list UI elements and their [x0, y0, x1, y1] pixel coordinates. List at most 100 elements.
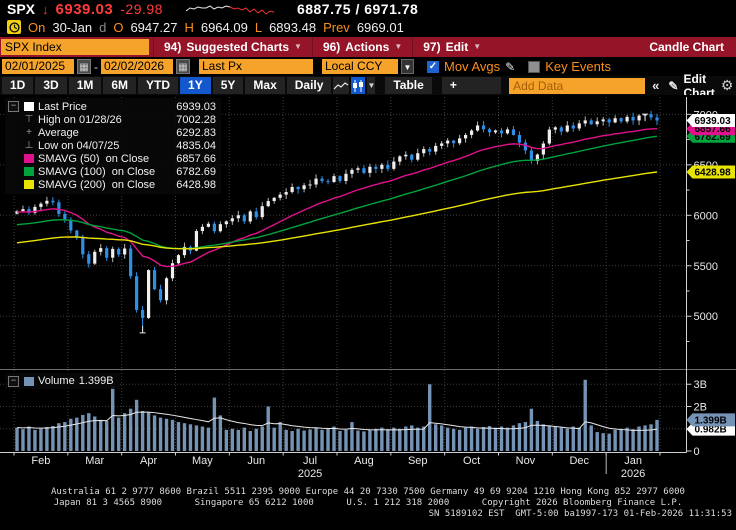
- smavg-line-2: [16, 171, 658, 250]
- svg-text:6782.69: 6782.69: [695, 132, 732, 143]
- last-price-swatch: [24, 102, 34, 111]
- ticker-symbol: SPX: [7, 1, 36, 17]
- edit-mov-avgs-pencil-icon[interactable]: ✎: [505, 59, 516, 74]
- smavg200-swatch: [24, 180, 34, 189]
- table-button[interactable]: Table: [385, 77, 432, 94]
- low-marker-icon: ⊥: [24, 139, 34, 151]
- delay-flag: d: [99, 19, 107, 35]
- related-data-dropdown[interactable]: + Related Data ▼: [441, 77, 502, 126]
- chevron-down-icon: ▼: [294, 42, 302, 51]
- on-label: On: [28, 19, 46, 35]
- study-legend: − Last Price 6939.03 ⊤ High on 01/28/26 …: [5, 98, 221, 194]
- range-tab-1y[interactable]: 1Y: [180, 77, 211, 94]
- svg-text:6000: 6000: [694, 210, 718, 222]
- menu-edit[interactable]: 97) Edit ▼: [412, 37, 491, 57]
- settings-gear-icon[interactable]: ⚙: [720, 77, 734, 93]
- currency-dropdown-caret[interactable]: ▼: [401, 59, 414, 74]
- chart-type-more-caret[interactable]: ▼: [367, 77, 376, 94]
- ohlc-row: On 30-Jan d O 6947.27 H 6964.09 L 6893.4…: [0, 18, 736, 36]
- open-value: 6947.27: [130, 19, 178, 35]
- high-value: 6964.09: [200, 19, 248, 35]
- mov-avgs-checkbox[interactable]: ✓: [427, 60, 439, 73]
- mov-avgs-label: Mov Avgs: [444, 59, 501, 74]
- legend-smavg-50[interactable]: SMAVG (50) on Close 6857.66: [8, 152, 216, 165]
- svg-text:5500: 5500: [694, 261, 718, 273]
- footer-phones-2: Japan 81 3 4565 8900 Singapore 65 6212 1…: [53, 498, 683, 508]
- price-change: -29.98: [120, 1, 163, 17]
- svg-text:Oct: Oct: [463, 455, 480, 467]
- range-tab-5y[interactable]: 5Y: [212, 77, 244, 94]
- svg-text:1.399B: 1.399B: [695, 415, 727, 426]
- session-date: 30-Jan: [52, 19, 93, 35]
- smavg50-swatch: [24, 154, 34, 163]
- svg-text:2026: 2026: [621, 468, 645, 480]
- range-tab-6m[interactable]: 6M: [103, 77, 137, 94]
- svg-text:Feb: Feb: [31, 455, 50, 467]
- volume-ma-line: [16, 411, 658, 431]
- date-to-input[interactable]: [101, 59, 173, 74]
- svg-text:3B: 3B: [694, 379, 707, 391]
- candles: [15, 110, 659, 333]
- range-tab-max[interactable]: Max: [245, 77, 285, 94]
- key-events-checkbox[interactable]: [528, 60, 541, 73]
- smavg-line-1: [16, 135, 658, 250]
- svg-text:Jul: Jul: [303, 455, 317, 467]
- svg-text:Aug: Aug: [354, 455, 374, 467]
- svg-text:Jan: Jan: [624, 455, 642, 467]
- price-row: SPX ↓ 6939.03 -29.98 6887.75 / 6971.78: [0, 0, 736, 18]
- range-tab-1m[interactable]: 1M: [68, 77, 102, 94]
- low-label: L: [254, 19, 263, 35]
- price-axis: 5000550060006500700002B3B: [686, 109, 718, 458]
- time-axis: Feb Mar Apr May Jun Jul Aug Sep Oct Nov Dec Jan 2025…: [13, 452, 661, 480]
- svg-text:6428.98: 6428.98: [695, 167, 732, 178]
- footer-phones-1: Australia 61 2 9777 8600 Brazil 5511 239…: [51, 487, 685, 497]
- svg-text:6939.03: 6939.03: [695, 116, 732, 127]
- currency-select[interactable]: [322, 59, 398, 74]
- prev-value: 6969.01: [356, 19, 404, 35]
- volume-legend[interactable]: − Volume 1.399B: [5, 373, 120, 389]
- high-label: H: [184, 19, 194, 35]
- menu-suggested-charts[interactable]: 94) Suggested Charts ▼: [153, 37, 312, 57]
- footer-session-info: SN 5189102 EST GMT-5:00 ba1997-173 01-Fe…: [428, 509, 732, 519]
- chevron-down-icon: ▼: [394, 42, 403, 51]
- open-label: O: [113, 19, 124, 35]
- price-type-select[interactable]: [199, 59, 313, 74]
- calendar-icon[interactable]: ▦: [77, 59, 91, 74]
- smavg100-swatch: [24, 167, 34, 176]
- svg-text:Apr: Apr: [140, 455, 157, 467]
- down-arrow-icon: ↓: [42, 1, 49, 17]
- legend-average[interactable]: + Average 6292.83: [8, 126, 216, 139]
- legend-high[interactable]: ⊤ High on 01/28/26 7002.28: [24, 113, 216, 126]
- range-tab-3d[interactable]: 3D: [35, 77, 67, 94]
- function-title: Candle Chart: [649, 40, 724, 54]
- collapse-panel-chevron[interactable]: «: [652, 78, 660, 93]
- collapse-legend-icon[interactable]: −: [8, 101, 19, 112]
- legend-last-price[interactable]: − Last Price 6939.03: [8, 100, 216, 113]
- date-from-input[interactable]: [2, 59, 74, 74]
- svg-text:0: 0: [694, 446, 700, 458]
- range-tab-1d[interactable]: 1D: [2, 77, 34, 94]
- chevron-down-icon: ▼: [473, 42, 482, 51]
- ticker-input[interactable]: SPX Index: [1, 39, 149, 55]
- collapse-volume-icon[interactable]: −: [8, 375, 19, 387]
- average-marker-icon: +: [26, 126, 32, 138]
- svg-text:2025: 2025: [298, 468, 322, 480]
- line-chart-type-icon[interactable]: [333, 77, 350, 94]
- smavg-line-0: [16, 128, 658, 268]
- chart-toolbar: 1D 3D 1M 6M YTD 1Y 5Y Max Daily ▼ ▼ Tabl…: [0, 72, 736, 126]
- menu-actions[interactable]: 96) Actions ▼: [311, 37, 412, 57]
- high-low-markers: [139, 113, 649, 334]
- calendar-icon[interactable]: ▦: [176, 59, 190, 74]
- legend-smavg-100[interactable]: SMAVG (100) on Close 6782.69: [8, 165, 216, 178]
- legend-low[interactable]: ⊥ Low on 04/07/25 4835.04: [24, 139, 216, 152]
- add-data-input[interactable]: [509, 77, 646, 94]
- candle-chart-canvas[interactable]: 5000550060006500700002B3B6428.986782.696…: [0, 95, 736, 483]
- candle-chart-type-icon[interactable]: [351, 77, 366, 94]
- period-dropdown[interactable]: Daily ▼: [286, 77, 332, 108]
- svg-text:6857.66: 6857.66: [695, 124, 732, 135]
- legend-smavg-200[interactable]: SMAVG (200) on Close 6428.98: [8, 178, 216, 191]
- range-tab-ytd[interactable]: YTD: [138, 77, 179, 94]
- session-low-high: 6887.75 / 6971.78: [296, 1, 419, 17]
- svg-text:Jun: Jun: [247, 455, 265, 467]
